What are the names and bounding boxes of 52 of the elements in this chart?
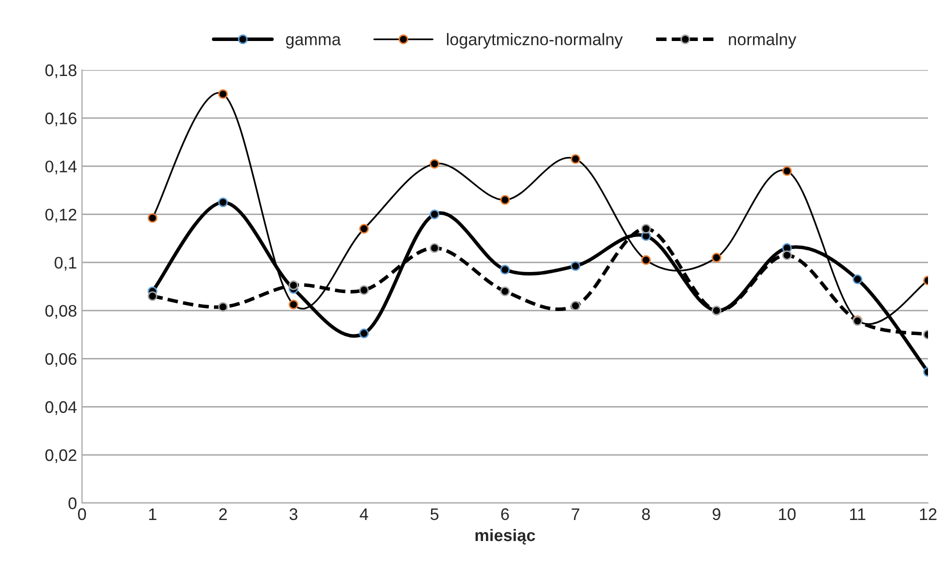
x-tick-label: 9 <box>712 508 720 520</box>
point <box>148 213 158 223</box>
point <box>218 197 228 208</box>
x-tick-label: 10 <box>779 508 796 520</box>
point <box>782 250 792 260</box>
legend-label: normalny <box>728 33 796 49</box>
x-tick-label: 5 <box>430 508 438 520</box>
x-tick-label: 2 <box>219 508 227 520</box>
point <box>430 243 440 253</box>
point <box>641 255 651 265</box>
point <box>288 280 298 290</box>
point <box>148 291 158 301</box>
x-tick-label: 0 <box>78 508 86 520</box>
point <box>218 89 228 99</box>
point <box>641 224 651 234</box>
y-tick-label: 0,12 <box>45 208 76 223</box>
y-tick-label: 0,1 <box>54 256 76 271</box>
point <box>359 328 369 338</box>
point <box>500 286 510 296</box>
legend-label: logarytmiczno-normalny <box>447 33 623 49</box>
y-tick-label: 0,06 <box>45 353 76 367</box>
y-tick-label: 0,08 <box>45 304 76 319</box>
x-tick-label: 8 <box>642 508 650 520</box>
y-tick-label: 0,02 <box>45 449 76 464</box>
x-tick-label: 11 <box>850 508 866 520</box>
y-tick-label: 0,16 <box>45 112 76 126</box>
point <box>782 166 792 176</box>
point <box>500 264 510 275</box>
point <box>712 252 722 262</box>
y-tick-label: 0,14 <box>45 160 77 174</box>
x-tick-label: 3 <box>290 508 298 520</box>
x-axis-title: miesiąc <box>476 528 536 544</box>
point <box>570 300 580 311</box>
x-tick-label: 1 <box>149 508 156 520</box>
point <box>359 224 369 234</box>
x-tick-label: 6 <box>501 508 509 520</box>
point <box>359 285 369 295</box>
point <box>570 261 580 271</box>
point <box>500 195 510 205</box>
point <box>430 209 440 220</box>
x-tick-label: 12 <box>920 508 936 520</box>
y-tick-label: 0 <box>68 497 76 510</box>
x-tick-label: 4 <box>360 508 368 520</box>
point <box>852 274 862 284</box>
x-tick-label: 7 <box>572 508 580 520</box>
point <box>430 158 440 169</box>
point <box>288 300 298 310</box>
y-tick-label: 0,18 <box>45 64 76 78</box>
point <box>218 302 228 312</box>
point <box>570 154 580 164</box>
legend-label: gamma <box>286 36 341 49</box>
y-tick-label: 0,04 <box>45 401 77 415</box>
